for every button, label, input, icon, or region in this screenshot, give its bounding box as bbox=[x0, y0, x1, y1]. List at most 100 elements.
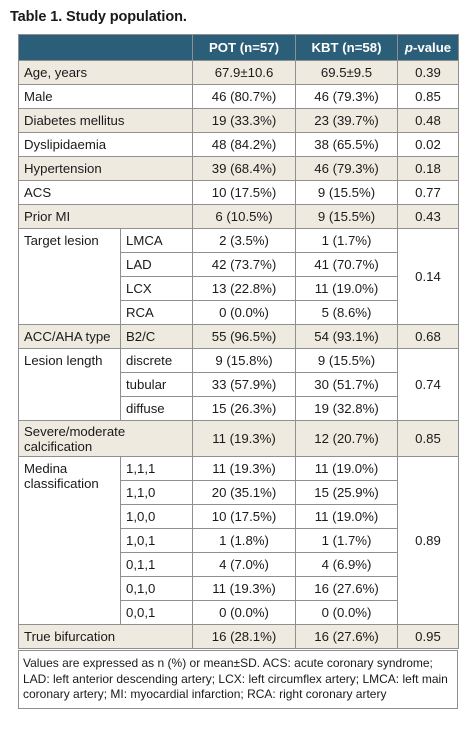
sub-label: discrete bbox=[120, 348, 193, 373]
row-label: ACC/AHA type bbox=[18, 324, 121, 349]
sub-label: 0,1,0 bbox=[120, 576, 193, 601]
table-row: LCX 13 (22.8%) 11 (19.0%) bbox=[19, 276, 459, 301]
group-label-lesion-length: Lesion length bbox=[18, 348, 121, 421]
sub-label: tubular bbox=[120, 372, 193, 397]
calc-line1: Severe/moderate bbox=[24, 423, 126, 439]
kbt-value: 54 (93.1%) bbox=[295, 324, 398, 349]
row-label: Dyslipidaemia bbox=[18, 132, 193, 157]
sub-label: diffuse bbox=[120, 396, 193, 421]
kbt-value: 4 (6.9%) bbox=[295, 552, 398, 577]
pot-value: 0 (0.0%) bbox=[192, 600, 296, 625]
row-label: Male bbox=[18, 84, 193, 109]
p-value: 0.02 bbox=[397, 132, 459, 157]
pot-value: 19 (33.3%) bbox=[192, 108, 296, 133]
table-row: tubular 33 (57.9%) 30 (51.7%) bbox=[19, 372, 459, 397]
table-row: 0,1,1 4 (7.0%) 4 (6.9%) bbox=[19, 552, 459, 577]
sub-label: 1,0,0 bbox=[120, 504, 193, 529]
pot-value: 42 (73.7%) bbox=[192, 252, 296, 277]
p-value: 0.74 bbox=[397, 348, 459, 421]
kbt-value: 11 (19.0%) bbox=[295, 276, 398, 301]
kbt-value: 9 (15.5%) bbox=[295, 204, 398, 229]
pot-value: 4 (7.0%) bbox=[192, 552, 296, 577]
table-row: diffuse 15 (26.3%) 19 (32.8%) bbox=[19, 396, 459, 421]
kbt-value: 30 (51.7%) bbox=[295, 372, 398, 397]
p-value: 0.77 bbox=[397, 180, 459, 205]
pot-value: 2 (3.5%) bbox=[192, 228, 296, 253]
study-population-table: POT (n=57) KBT (n=58) p-value Age, years… bbox=[18, 34, 459, 649]
kbt-value: 1 (1.7%) bbox=[295, 228, 398, 253]
header-pvalue: p-value bbox=[397, 34, 459, 61]
sub-label: B2/C bbox=[120, 324, 193, 349]
pot-value: 11 (19.3%) bbox=[192, 456, 296, 481]
pot-value: 33 (57.9%) bbox=[192, 372, 296, 397]
table-row: 1,0,0 10 (17.5%) 11 (19.0%) bbox=[19, 504, 459, 529]
kbt-value: 41 (70.7%) bbox=[295, 252, 398, 277]
table-row: Male 46 (80.7%) 46 (79.3%) 0.85 bbox=[18, 84, 459, 109]
p-value: 0.43 bbox=[397, 204, 459, 229]
p-value: 0.18 bbox=[397, 156, 459, 181]
table-row: Prior MI 6 (10.5%) 9 (15.5%) 0.43 bbox=[18, 204, 459, 229]
kbt-value: 5 (8.6%) bbox=[295, 300, 398, 325]
pot-value: 55 (96.5%) bbox=[192, 324, 296, 349]
row-label-calcification: Severe/moderate calcification bbox=[18, 420, 193, 457]
pot-value: 11 (19.3%) bbox=[192, 576, 296, 601]
sub-label: LCX bbox=[120, 276, 193, 301]
p-value: 0.14 bbox=[397, 228, 459, 325]
pot-value: 20 (35.1%) bbox=[192, 480, 296, 505]
row-label: Prior MI bbox=[18, 204, 193, 229]
kbt-value: 46 (79.3%) bbox=[295, 156, 398, 181]
table-row: Severe/moderate calcification 11 (19.3%) … bbox=[18, 420, 459, 457]
p-value: 0.85 bbox=[397, 420, 459, 457]
calc-line2: calcification bbox=[24, 438, 93, 454]
pot-value: 39 (68.4%) bbox=[192, 156, 296, 181]
p-value: 0.48 bbox=[397, 108, 459, 133]
header-row: POT (n=57) KBT (n=58) p-value bbox=[18, 34, 459, 61]
kbt-value: 16 (27.6%) bbox=[295, 624, 398, 649]
pot-value: 11 (19.3%) bbox=[192, 420, 296, 457]
pot-value: 46 (80.7%) bbox=[192, 84, 296, 109]
kbt-value: 15 (25.9%) bbox=[295, 480, 398, 505]
kbt-value: 16 (27.6%) bbox=[295, 576, 398, 601]
sub-label: 0,0,1 bbox=[120, 600, 193, 625]
table-row: RCA 0 (0.0%) 5 (8.6%) bbox=[19, 300, 459, 325]
medina-line1: Medina bbox=[24, 461, 68, 476]
kbt-value: 9 (15.5%) bbox=[295, 180, 398, 205]
group-label-medina: Medina classification bbox=[18, 456, 121, 625]
row-label: Diabetes mellitus bbox=[18, 108, 193, 133]
pot-value: 10 (17.5%) bbox=[192, 504, 296, 529]
table-footnote: Values are expressed as n (%) or mean±SD… bbox=[23, 656, 448, 701]
sub-label: 1,1,0 bbox=[120, 480, 193, 505]
pot-value: 15 (26.3%) bbox=[192, 396, 296, 421]
footnote-box bbox=[18, 650, 458, 709]
pot-value: 48 (84.2%) bbox=[192, 132, 296, 157]
pot-value: 6 (10.5%) bbox=[192, 204, 296, 229]
sub-label: RCA bbox=[120, 300, 193, 325]
kbt-value: 19 (32.8%) bbox=[295, 396, 398, 421]
header-blank bbox=[18, 34, 193, 61]
table-row: 0,1,0 11 (19.3%) 16 (27.6%) bbox=[19, 576, 459, 601]
table-row: Lesion length discrete 9 (15.8%) 9 (15.5… bbox=[18, 348, 459, 421]
table-row: ACC/AHA type B2/C 55 (96.5%) 54 (93.1%) … bbox=[18, 324, 459, 349]
table-row: Medina classification 1,1,1 11 (19.3%) 11… bbox=[18, 456, 459, 625]
row-label: True bifurcation bbox=[18, 624, 193, 649]
pot-value: 9 (15.8%) bbox=[192, 348, 296, 373]
table-row: ACS 10 (17.5%) 9 (15.5%) 0.77 bbox=[18, 180, 459, 205]
header-pot: POT (n=57) bbox=[192, 34, 296, 61]
sub-label: 1,1,1 bbox=[120, 456, 193, 481]
table-row: Diabetes mellitus 19 (33.3%) 23 (39.7%) … bbox=[18, 108, 459, 133]
pot-value: 13 (22.8%) bbox=[192, 276, 296, 301]
kbt-value: 11 (19.0%) bbox=[295, 456, 398, 481]
kbt-value: 11 (19.0%) bbox=[295, 504, 398, 529]
kbt-value: 9 (15.5%) bbox=[295, 348, 398, 373]
sub-label: LMCA bbox=[120, 228, 193, 253]
sub-label: 0,1,1 bbox=[120, 552, 193, 577]
p-value: 0.85 bbox=[397, 84, 459, 109]
row-label: Hypertension bbox=[18, 156, 193, 181]
pot-value: 16 (28.1%) bbox=[192, 624, 296, 649]
kbt-value: 69.5±9.5 bbox=[295, 60, 398, 85]
kbt-value: 23 (39.7%) bbox=[295, 108, 398, 133]
table-row: Dyslipidaemia 48 (84.2%) 38 (65.5%) 0.02 bbox=[18, 132, 459, 157]
group-label-target-lesion: Target lesion bbox=[18, 228, 121, 325]
table-row: Target lesion LMCA 2 (3.5%) 1 (1.7%) 0.1… bbox=[18, 228, 459, 325]
kbt-value: 0 (0.0%) bbox=[295, 600, 398, 625]
